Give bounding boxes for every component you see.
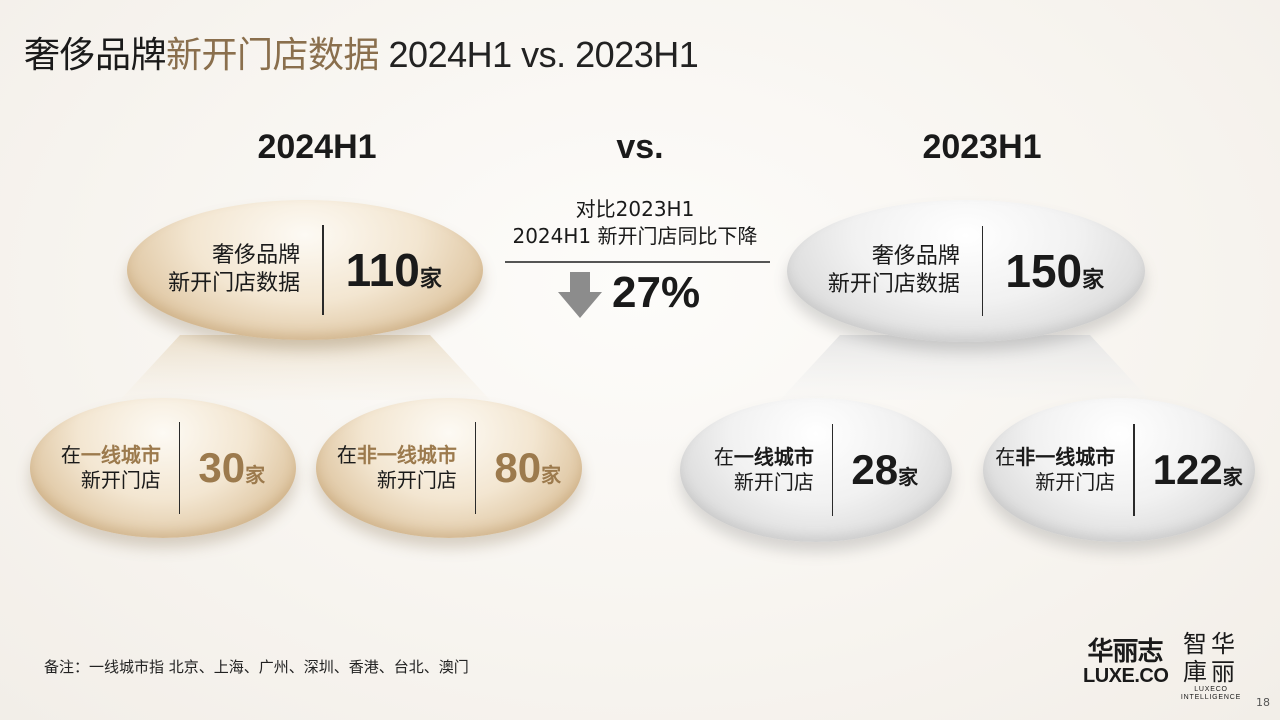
value-number: 110 <box>345 244 420 296</box>
oval-2023-tier1: 在一线城市 新开门店 28家 <box>680 398 952 542</box>
label-prefix: 在 <box>60 443 81 467</box>
label-line2: 新开门店 <box>733 470 814 494</box>
oval-label: 在非一线城市 新开门店 <box>337 443 475 493</box>
comparison-divider <box>505 261 770 263</box>
luxeco-logo-en: LUXE.CO <box>1083 665 1169 687</box>
label-line2: 新开门店 <box>1035 470 1116 494</box>
luxeco-logo-cn: 华丽志 <box>1087 637 1163 667</box>
oval-value: 80家 <box>476 444 561 492</box>
oval-value: 150家 <box>983 244 1104 298</box>
oval-value: 28家 <box>833 446 918 494</box>
divider <box>1133 424 1135 516</box>
title-period: 2024H1 vs. 2023H1 <box>379 34 699 75</box>
divider <box>981 226 984 316</box>
value-unit: 家 <box>245 463 266 487</box>
label-line1: 奢侈品牌 <box>212 243 301 268</box>
intelligence-logo-cn: 智华庫丽 <box>1183 630 1239 686</box>
label-line1: 在非一线城市 <box>995 445 1115 470</box>
value-unit: 家 <box>541 463 562 487</box>
comparison-description: 对比2023H1 2024H1 新开门店同比下降 <box>500 196 770 250</box>
label-highlight: 一线城市 <box>733 445 814 469</box>
title-part1: 奢侈品牌 <box>24 35 167 76</box>
value-number: 30 <box>198 444 246 491</box>
divider <box>474 422 477 514</box>
intelligence-logo-en1: LUXECO <box>1194 686 1228 693</box>
luxeco-logo: 华丽志 LUXE.CO <box>1083 637 1169 687</box>
divider <box>322 225 324 315</box>
value-unit: 家 <box>898 465 919 489</box>
intelligence-logo-en2: INTELLIGENCE <box>1180 694 1242 701</box>
oval-2023-total: 奢侈品牌 新开门店数据 150家 <box>787 200 1145 342</box>
oval-label: 在一线城市 新开门店 <box>61 443 179 493</box>
oval-2024-total: 奢侈品牌 新开门店数据 110家 <box>127 200 483 340</box>
oval-2023-nontier1: 在非一线城市 新开门店 122家 <box>983 398 1255 542</box>
label-line1: 在非一线城市 <box>337 443 457 468</box>
oval-label: 奢侈品牌 新开门店数据 <box>828 243 982 299</box>
fan-left <box>120 335 490 400</box>
label-prefix: 在 <box>713 445 734 469</box>
page-title: 奢侈品牌新开门店数据 2024H1 vs. 2023H1 <box>24 26 699 78</box>
label-line1: 在一线城市 <box>61 443 161 468</box>
label-line2: 新开门店数据 <box>168 271 301 296</box>
page-number: 18 <box>1256 696 1270 709</box>
oval-label: 在非一线城市 新开门店 <box>995 445 1133 495</box>
down-arrow-icon <box>558 272 602 318</box>
value-number: 150 <box>1005 245 1083 297</box>
value-unit: 家 <box>419 267 442 292</box>
label-line2: 新开门店 <box>80 468 161 492</box>
label-highlight: 一线城市 <box>80 443 161 467</box>
value-unit: 家 <box>1222 465 1243 489</box>
divider <box>178 422 181 514</box>
label-line1: 在一线城市 <box>714 445 814 470</box>
oval-value: 110家 <box>324 243 442 297</box>
intelligence-logo: 智华庫丽 LUXECO INTELLIGENCE <box>1180 630 1242 702</box>
value-number: 122 <box>1152 446 1223 493</box>
divider <box>831 424 834 516</box>
label-line2: 新开门店 <box>376 468 457 492</box>
oval-value: 30家 <box>180 444 265 492</box>
heading-2024h1: 2024H1 <box>257 128 377 166</box>
comparison-line2: 2024H1 新开门店同比下降 <box>512 224 758 248</box>
value-unit: 家 <box>1082 268 1105 293</box>
oval-label: 在一线城市 新开门店 <box>714 445 832 495</box>
oval-value: 122家 <box>1135 446 1243 494</box>
decline-percent: 27% <box>612 268 701 317</box>
heading-2023h1: 2023H1 <box>922 128 1042 166</box>
heading-vs: vs. <box>616 128 664 166</box>
label-line1: 奢侈品牌 <box>871 244 960 269</box>
label-prefix: 在 <box>336 443 357 467</box>
label-line2: 新开门店数据 <box>827 272 960 297</box>
oval-2024-tier1: 在一线城市 新开门店 30家 <box>30 398 296 538</box>
oval-label: 奢侈品牌 新开门店数据 <box>168 242 322 298</box>
value-number: 28 <box>851 446 899 493</box>
label-highlight: 非一线城市 <box>356 443 457 467</box>
value-number: 80 <box>494 444 542 491</box>
label-highlight: 非一线城市 <box>1015 445 1116 469</box>
title-accent: 新开门店数据 <box>166 35 380 76</box>
oval-2024-nontier1: 在非一线城市 新开门店 80家 <box>316 398 582 538</box>
footnote: 备注：一线城市指 北京、上海、广州、深圳、香港、台北、澳门 <box>44 658 469 676</box>
comparison-line1: 对比2023H1 <box>575 197 695 221</box>
label-prefix: 在 <box>995 445 1016 469</box>
fan-right <box>780 335 1150 400</box>
